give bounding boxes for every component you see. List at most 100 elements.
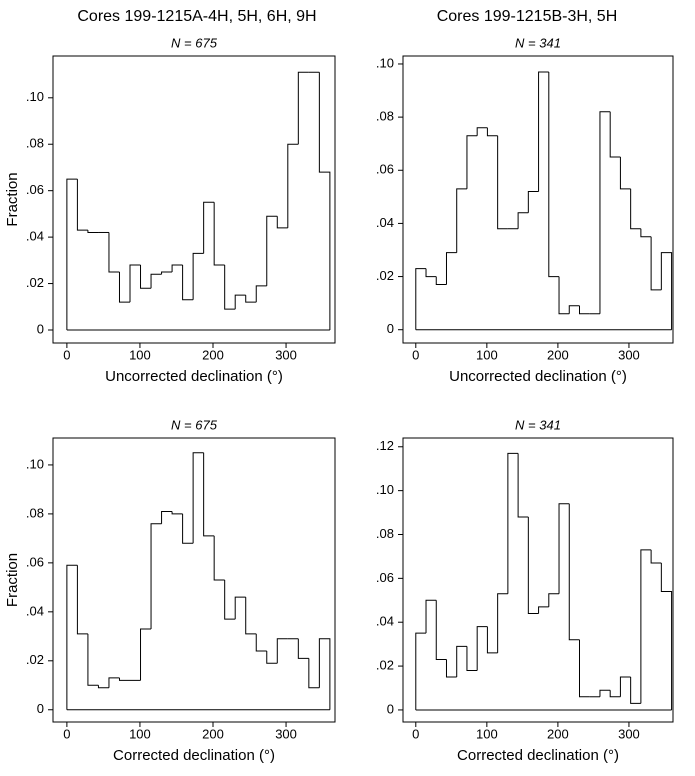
histogram-bin <box>578 305 590 315</box>
y-tick-label: .08 <box>376 109 394 124</box>
histogram-bin <box>568 503 580 641</box>
y-tick-label: .02 <box>26 275 44 290</box>
y-tick-label: 0 <box>37 321 44 336</box>
histogram-bin <box>445 659 457 678</box>
histogram-bin <box>140 628 152 681</box>
histogram-bin <box>486 127 498 137</box>
panel-title: N = 341 <box>515 35 561 50</box>
histogram-bin <box>318 72 331 330</box>
histogram-bin <box>234 294 246 310</box>
y-tick-label: .04 <box>376 614 394 629</box>
plot-frame <box>52 55 336 344</box>
histogram-bin <box>486 626 498 654</box>
y-tick-label: 0 <box>387 701 394 716</box>
histogram-bin <box>213 202 225 266</box>
histogram-bin <box>245 295 257 303</box>
x-tick-label: 0 <box>412 726 419 741</box>
x-tick-label: 100 <box>476 347 498 362</box>
histogram-bin <box>108 677 120 688</box>
x-tick-label: 300 <box>618 726 640 741</box>
histogram-bin <box>150 273 162 289</box>
histogram-bin <box>118 677 131 681</box>
histogram-bin <box>445 252 457 285</box>
y-tick-label: .10 <box>376 55 394 70</box>
x-axis-label: Uncorrected declination (°) <box>449 368 627 385</box>
histogram-bin <box>517 453 529 518</box>
histogram-bin <box>255 285 267 303</box>
histogram-bin <box>255 633 267 652</box>
histogram-bin <box>660 252 673 330</box>
histogram-bin <box>297 71 309 145</box>
histogram-bin <box>538 606 549 614</box>
histogram-bin <box>599 689 611 697</box>
x-axis-label: Uncorrected declination (°) <box>105 368 283 385</box>
y-tick-label: .04 <box>26 229 44 244</box>
x-tick-label: 300 <box>275 726 297 741</box>
histogram-bin <box>609 690 621 698</box>
histogram-bin <box>203 201 215 254</box>
histogram-bin <box>640 549 652 704</box>
histogram-bin <box>76 179 88 231</box>
histogram-bin <box>425 599 437 634</box>
y-tick-label: .02 <box>376 268 394 283</box>
panel-title: N = 341 <box>515 417 561 432</box>
histogram-bin <box>297 638 309 659</box>
y-tick-label: .06 <box>26 182 44 197</box>
x-tick-label: 200 <box>547 726 569 741</box>
histogram-bin <box>308 658 320 689</box>
histogram-bin <box>476 127 488 136</box>
histogram-bin <box>171 264 183 272</box>
histogram-bin <box>527 516 539 614</box>
histogram-bin <box>97 685 109 689</box>
histogram-bin <box>548 71 560 278</box>
histogram-bin <box>435 276 447 286</box>
histogram-bin <box>640 228 652 238</box>
histogram-bin <box>161 271 173 275</box>
histogram-bin <box>619 156 631 190</box>
panel-title: N = 675 <box>171 417 218 432</box>
histogram-bin <box>245 597 257 635</box>
plot-frame <box>402 437 674 723</box>
histogram-bin <box>538 71 549 192</box>
histogram-bin <box>224 580 236 620</box>
histogram-bin <box>630 188 641 230</box>
x-tick-label: 0 <box>63 726 70 741</box>
x-tick-label: 200 <box>202 347 224 362</box>
histogram-bin <box>415 632 427 710</box>
histogram-bin <box>435 600 447 660</box>
y-tick-label: .10 <box>376 482 394 497</box>
y-tick-label: .04 <box>26 603 44 618</box>
x-tick-label: 100 <box>476 726 498 741</box>
y-tick-label: .08 <box>26 136 44 151</box>
histogram-bin <box>182 264 194 301</box>
histogram-bin <box>234 596 246 620</box>
histogram-bin <box>476 626 488 671</box>
y-tick-label: .06 <box>376 162 394 177</box>
histogram-bin <box>650 549 662 564</box>
x-tick-label: 300 <box>275 347 297 362</box>
histogram-bin <box>192 252 204 300</box>
histogram-bin <box>118 271 131 303</box>
y-axis-label: Fraction <box>4 172 21 226</box>
y-tick-label: .08 <box>376 526 394 541</box>
y-axis-label: Fraction <box>4 553 21 607</box>
histogram-bin <box>276 638 288 664</box>
histogram-bin <box>150 523 162 629</box>
histogram-bin <box>203 452 215 537</box>
column-title: Cores 199-1215B-3H, 5H <box>437 8 618 25</box>
histogram-bin <box>76 565 88 635</box>
histogram-bin <box>425 268 437 278</box>
histogram-bin <box>266 651 278 664</box>
histogram-bin <box>578 639 590 698</box>
histogram-bin <box>87 230 99 233</box>
plot-frame <box>402 55 674 344</box>
y-tick-label: .02 <box>26 652 44 667</box>
histogram-bin <box>650 236 662 291</box>
y-tick-label: 0 <box>387 321 394 336</box>
histogram-bin <box>213 535 225 581</box>
x-tick-label: 100 <box>129 347 151 362</box>
x-tick-label: 100 <box>129 726 151 741</box>
panel-title: N = 675 <box>171 35 218 50</box>
histogram-bin <box>318 638 331 710</box>
